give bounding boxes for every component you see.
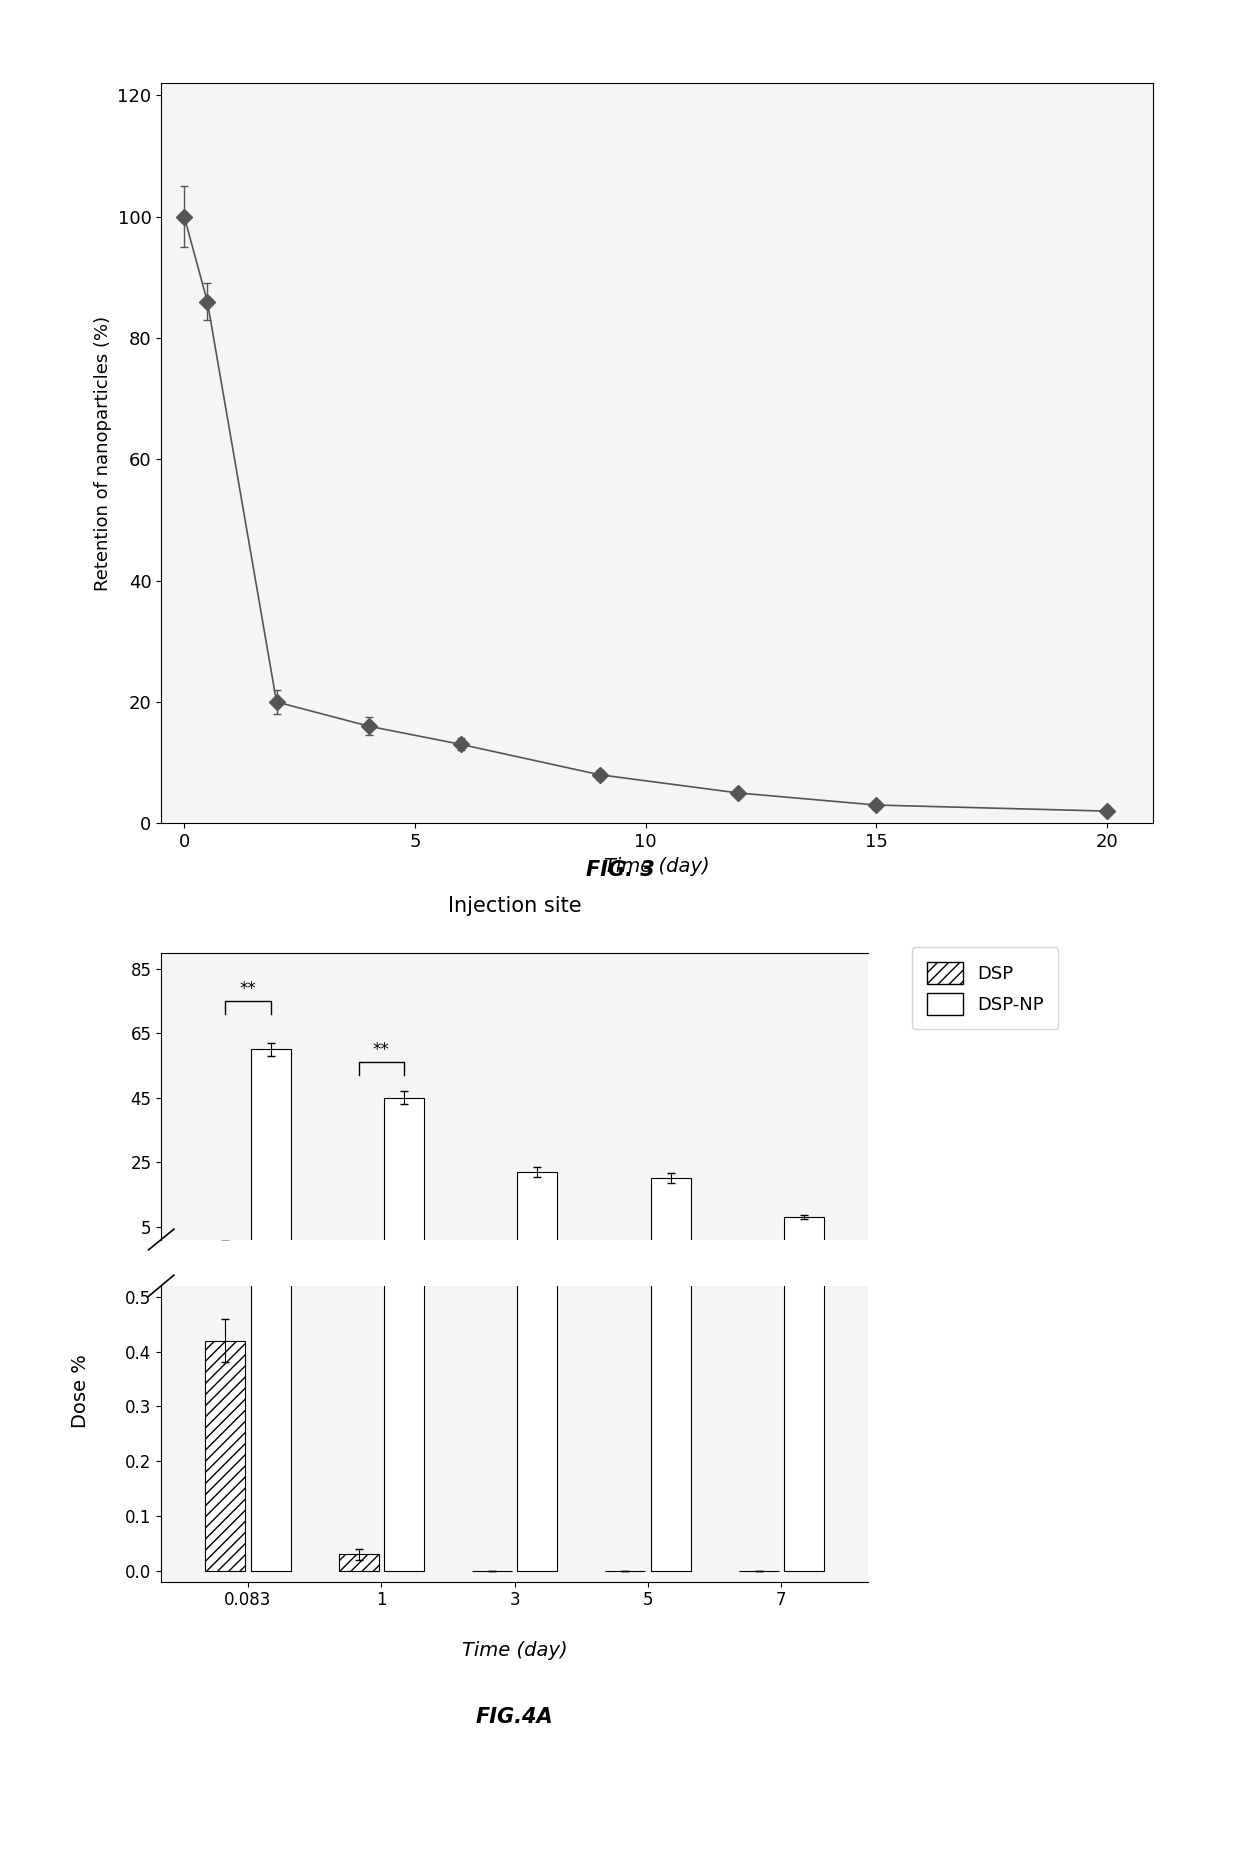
Text: FIG.4A: FIG.4A bbox=[476, 1708, 553, 1726]
Y-axis label: Retention of nanoparticles (%): Retention of nanoparticles (%) bbox=[94, 316, 112, 590]
Text: **: ** bbox=[239, 980, 257, 997]
Bar bbox=[384, 1097, 424, 1243]
X-axis label: Time (day): Time (day) bbox=[604, 857, 711, 875]
Text: Dose %: Dose % bbox=[71, 1354, 91, 1428]
Bar bbox=[384, 0, 424, 1571]
Text: Injection site: Injection site bbox=[448, 897, 582, 916]
Bar bbox=[784, 1217, 825, 1243]
Bar bbox=[250, 1049, 290, 1243]
Bar bbox=[651, 0, 691, 1571]
Bar bbox=[784, 0, 825, 1571]
Bar bbox=[651, 1178, 691, 1243]
Text: Time (day): Time (day) bbox=[461, 1641, 568, 1659]
Legend: DSP, DSP-NP: DSP, DSP-NP bbox=[913, 947, 1059, 1029]
Bar bbox=[339, 1554, 378, 1571]
Bar bbox=[250, 0, 290, 1571]
Bar bbox=[517, 0, 557, 1571]
Text: **: ** bbox=[373, 1042, 389, 1058]
Text: FIG. 3: FIG. 3 bbox=[585, 860, 655, 879]
Bar bbox=[205, 1341, 246, 1571]
Bar bbox=[517, 1171, 557, 1243]
